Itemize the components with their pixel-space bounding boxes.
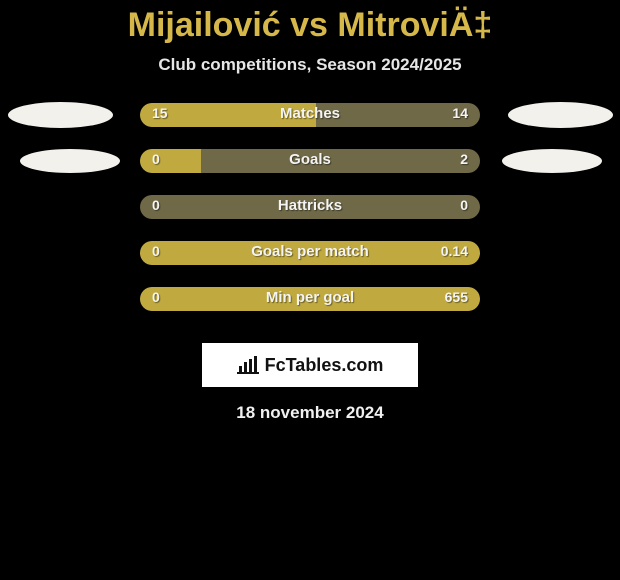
- player-right-shadow-1: [508, 102, 613, 128]
- stat-bar: Goals per match0 0.14: [140, 241, 480, 265]
- stat-label: Goals per match: [140, 243, 480, 260]
- date-text: 18 november 2024: [0, 403, 620, 423]
- page-title: Mijailović vs MitroviÄ‡: [0, 0, 620, 45]
- stat-value-left: 0: [152, 243, 160, 259]
- stat-value-left: 15: [152, 105, 168, 121]
- stat-value-right: 0.14: [441, 243, 468, 259]
- stat-value-left: 0: [152, 197, 160, 213]
- stat-value-right: 0: [460, 197, 468, 213]
- stat-bar: Goals0 2: [140, 149, 480, 173]
- stat-bar: Hattricks0 0: [140, 195, 480, 219]
- stat-label: Hattricks: [140, 197, 480, 214]
- brand-badge: FcTables.com: [202, 343, 418, 387]
- player-left-shadow-2: [20, 149, 120, 173]
- subtitle: Club competitions, Season 2024/2025: [0, 55, 620, 75]
- stat-value-right: 14: [452, 105, 468, 121]
- brand-text: FcTables.com: [265, 355, 384, 376]
- stat-value-left: 0: [152, 289, 160, 305]
- stat-bar: Min per goal0 655: [140, 287, 480, 311]
- player-right-shadow-2: [502, 149, 602, 173]
- stat-value-left: 0: [152, 151, 160, 167]
- stat-value-right: 2: [460, 151, 468, 167]
- stat-label: Matches: [140, 105, 480, 122]
- stat-label: Min per goal: [140, 289, 480, 306]
- stat-bars: Matches1514Goals02Hattricks00Goals per m…: [140, 103, 480, 333]
- comparison-arena: Matches1514Goals02Hattricks00Goals per m…: [0, 103, 620, 443]
- stat-value-right: 655: [445, 289, 468, 305]
- stat-bar: Matches15 14: [140, 103, 480, 127]
- chart-icon: [237, 356, 259, 374]
- player-left-shadow-1: [8, 102, 113, 128]
- stat-label: Goals: [140, 151, 480, 168]
